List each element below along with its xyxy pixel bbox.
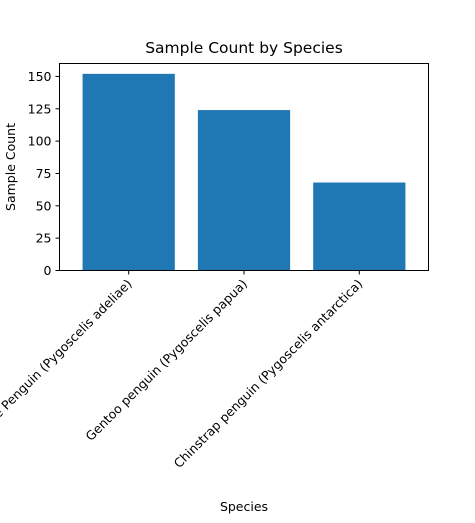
y-tick-label-150: 150	[28, 69, 52, 84]
bar-3	[313, 182, 406, 271]
y-axis: 0 25 50 75 100 125 150	[28, 69, 60, 278]
plot-frame	[59, 63, 429, 271]
y-tick-label-75: 75	[36, 166, 52, 181]
y-tick-label-25: 25	[36, 231, 52, 246]
y-axis-label: Sample Count	[3, 123, 18, 211]
bars-group	[82, 73, 406, 271]
y-tick-label-50: 50	[36, 198, 52, 213]
bar-2	[197, 110, 291, 271]
y-tick-label-100: 100	[28, 134, 52, 149]
y-tick-label-0: 0	[44, 263, 52, 278]
y-tick-label-125: 125	[28, 101, 52, 116]
x-tick-label-3: Chinstrap penguin (Pygoscelis antarctica…	[171, 276, 366, 471]
x-axis-label: Species	[220, 499, 268, 514]
bar-1	[82, 73, 175, 271]
chart-title: Sample Count by Species	[145, 39, 343, 57]
x-axis: Adelie Penguin (Pygoscelis adeliae)Gento…	[0, 270, 366, 471]
